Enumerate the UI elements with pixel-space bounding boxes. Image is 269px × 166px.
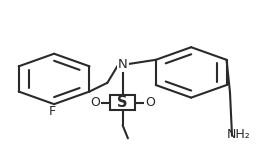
Text: S: S bbox=[117, 95, 128, 110]
FancyBboxPatch shape bbox=[110, 95, 135, 110]
Text: NH₂: NH₂ bbox=[227, 128, 250, 141]
Text: O: O bbox=[90, 96, 100, 109]
Text: F: F bbox=[49, 105, 56, 118]
Text: O: O bbox=[145, 96, 155, 109]
Text: N: N bbox=[118, 58, 128, 71]
